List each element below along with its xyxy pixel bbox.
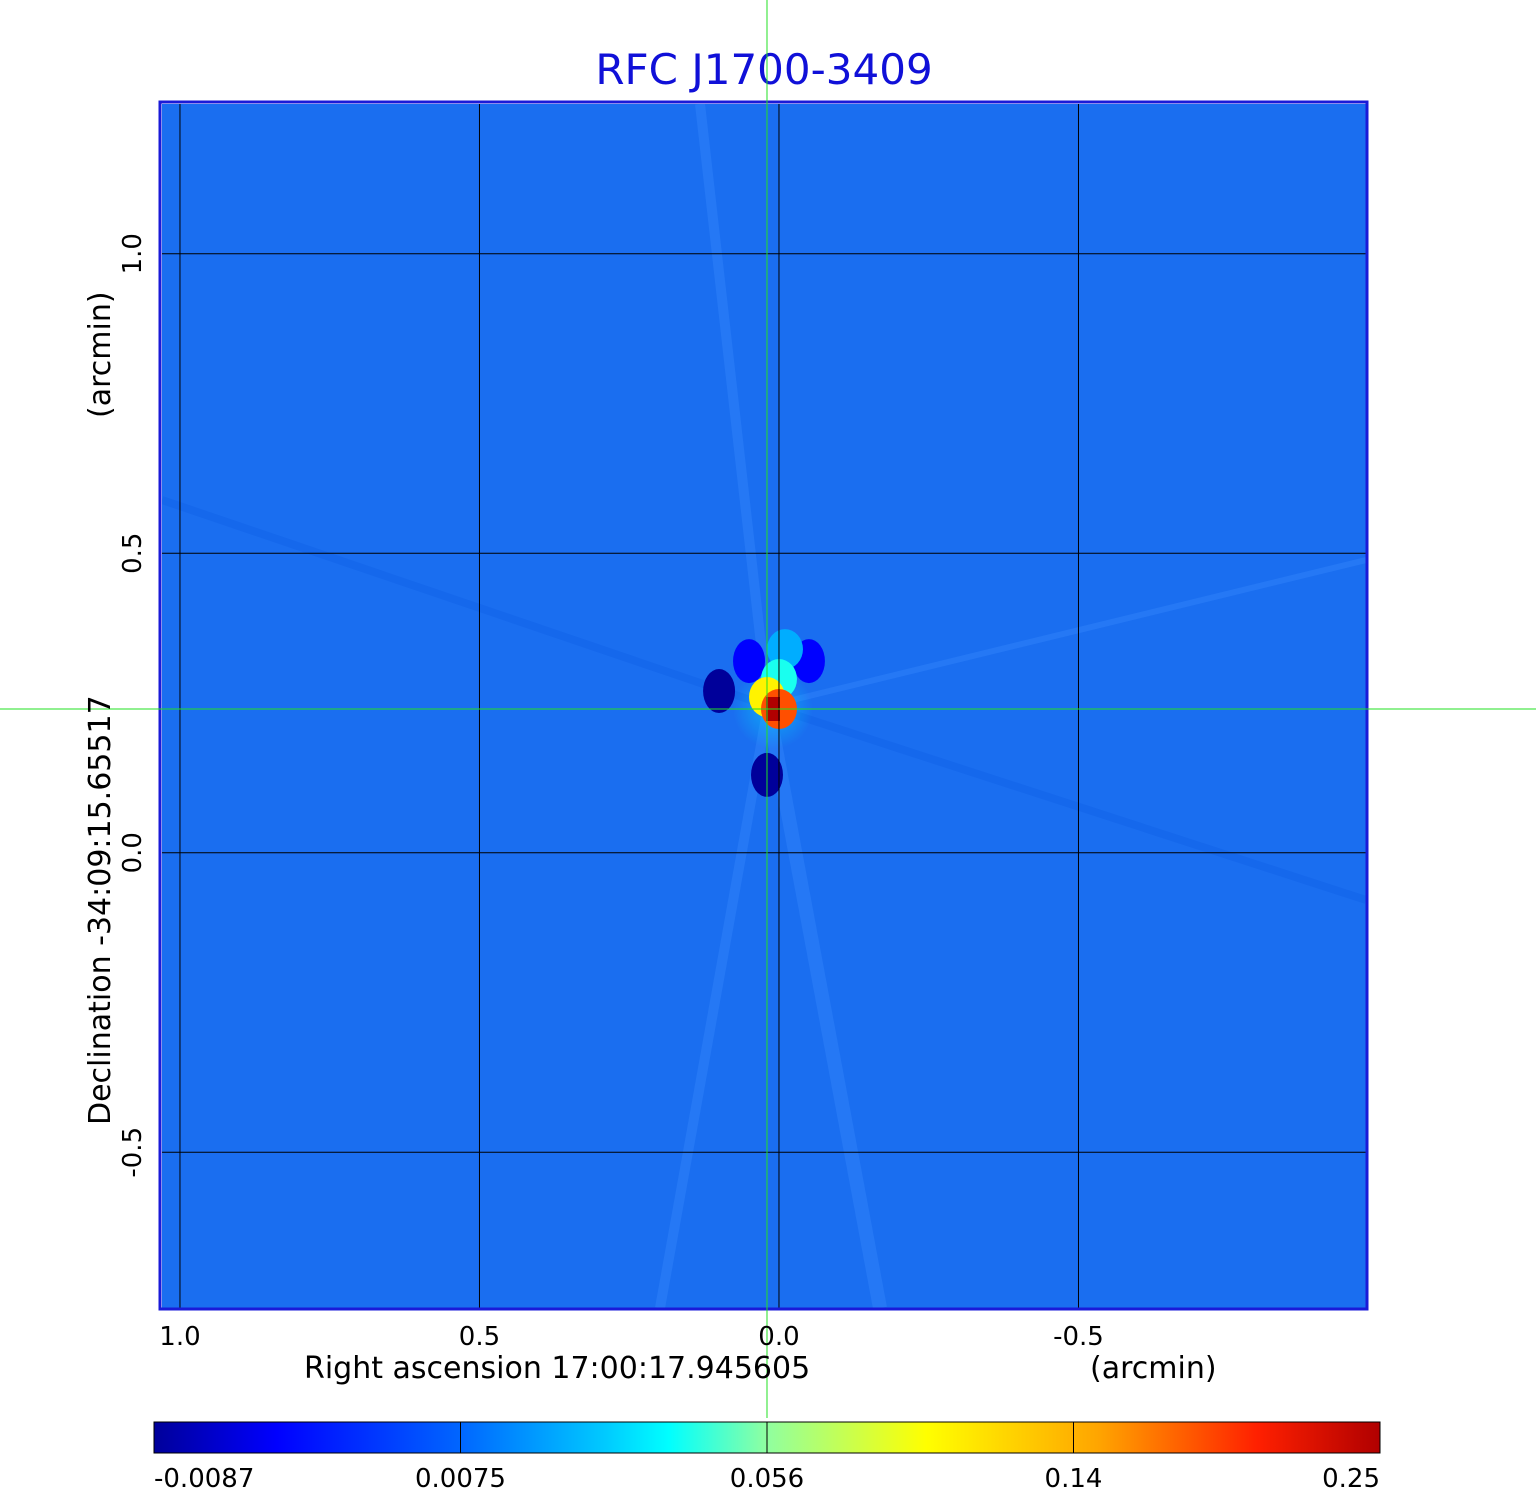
streak (655, 705, 773, 1308)
streak (767, 557, 1366, 709)
y-tick-label: 0.5 (118, 533, 148, 574)
chart-title: RFC J1700-3409 (595, 45, 932, 94)
streak (162, 496, 770, 710)
streak (761, 704, 887, 1308)
x-tick-label: 1.0 (159, 1322, 200, 1352)
colorbar-tick-label: -0.0087 (154, 1464, 254, 1494)
source-features (703, 629, 825, 797)
y-axis-unit: (arcmin) (83, 291, 118, 418)
x-tick-label: 0.5 (459, 1322, 500, 1352)
feature-pixel (703, 669, 736, 714)
streak (766, 702, 1366, 904)
x-tick-labels: 1.0 0.5 0.0 -0.5 (159, 1322, 1104, 1352)
plot-frame (158, 100, 1369, 1311)
x-tick-label: -0.5 (1053, 1322, 1104, 1352)
colorbar-tick-label: 0.0075 (415, 1464, 506, 1494)
streak (695, 104, 773, 707)
y-tick-labels: 1.0 0.5 0.0 -0.5 (118, 233, 148, 1178)
colorbar-tick-label: 0.056 (730, 1464, 804, 1494)
x-axis-label: Right ascension 17:00:17.945605 (304, 1351, 810, 1386)
y-tick-label: 0.0 (118, 832, 148, 873)
y-tick-label: 1.0 (118, 233, 148, 274)
y-axis-label: Declination -34:09:15.65517 (83, 695, 118, 1125)
grid-lines (162, 104, 1366, 1308)
streaks (162, 104, 1366, 1308)
y-tick-label: -0.5 (118, 1127, 148, 1178)
feature-pixel (733, 639, 766, 684)
colorbar-tick-labels: -0.0087 0.0075 0.056 0.14 0.25 (153, 1422, 1381, 1494)
x-axis-unit: (arcmin) (1090, 1351, 1217, 1386)
colorbar-tick-label: 0.14 (1045, 1464, 1103, 1494)
crosshair (0, 0, 1536, 1418)
x-tick-label: 0.0 (758, 1322, 799, 1352)
colorbar-tick-label: 0.25 (1322, 1464, 1380, 1494)
feature-pixel (766, 629, 803, 670)
